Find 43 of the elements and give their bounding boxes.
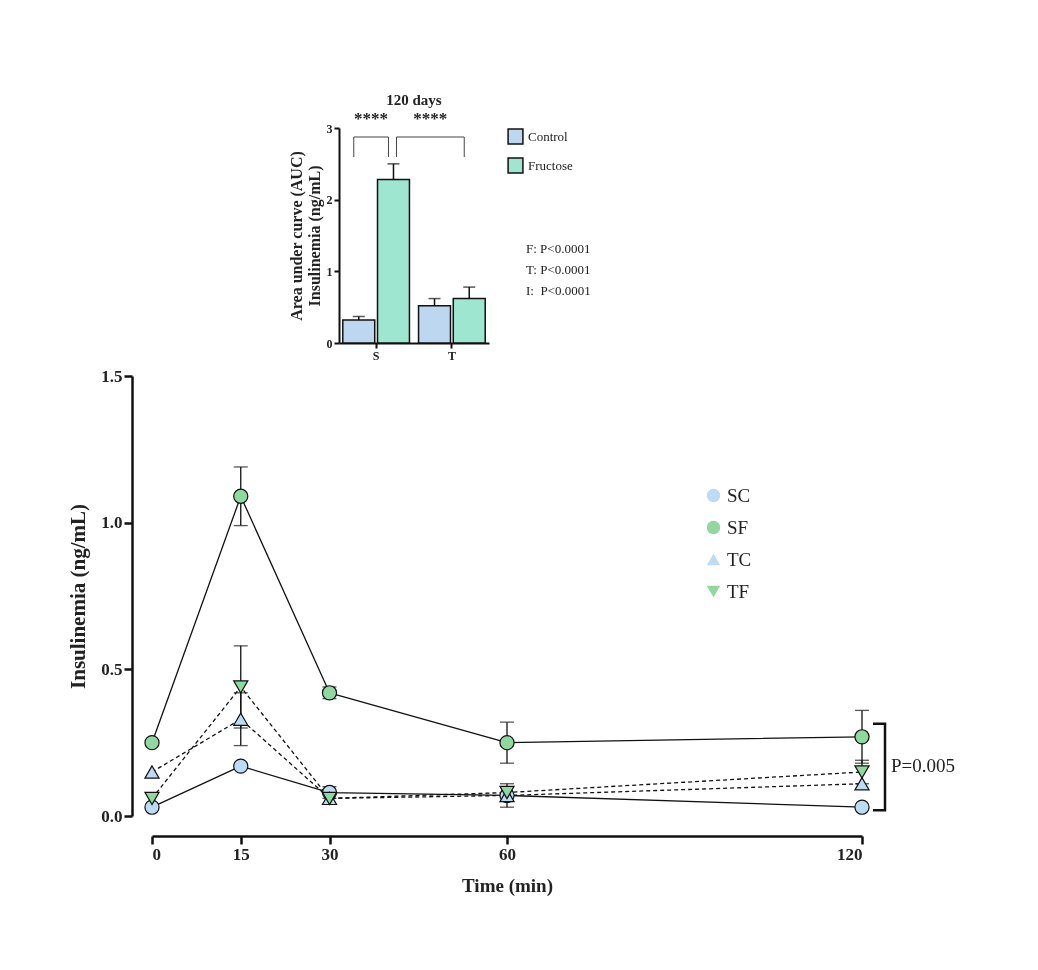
legend-label: Fructose: [528, 157, 573, 173]
y-tick-label: 3: [326, 121, 333, 136]
chart-title: 120 days: [386, 92, 442, 108]
y-axis-title: Insulinemia (ng/mL): [66, 504, 91, 689]
text: P=0.005: [891, 755, 956, 777]
text: ****: [354, 109, 389, 129]
point: [233, 488, 249, 504]
x-tick-label: 15: [232, 844, 250, 864]
text: F: P<0.0001: [526, 241, 591, 258]
y-tick-label: 2: [326, 193, 333, 208]
legend-label: TF: [727, 580, 750, 602]
point: [233, 758, 249, 774]
text: ****: [413, 109, 448, 129]
point: [854, 799, 870, 815]
legend-label: TC: [727, 548, 752, 570]
y-tick-label: 0.0: [101, 806, 123, 826]
y-tick-label: 1.0: [101, 513, 123, 533]
legend-label: SC: [727, 484, 751, 506]
legend-label: Control: [528, 128, 569, 144]
point: [854, 765, 870, 779]
x-tick-label: 0: [152, 844, 161, 864]
text: T: P<0.0001: [526, 262, 591, 279]
x-tick-label: T: [447, 348, 456, 363]
x-tick-label: S: [372, 348, 380, 363]
text: I: P<0.0001: [526, 283, 591, 300]
x-axis-title: Time (min): [462, 874, 553, 897]
x-tick-label: 120: [837, 844, 863, 864]
point: [144, 735, 160, 751]
point: [499, 735, 515, 751]
point: [854, 777, 870, 791]
point: [144, 765, 160, 779]
y-tick-label: 1.5: [101, 366, 123, 386]
y-tick-label: 0.5: [101, 659, 123, 679]
x-tick-label: 60: [499, 844, 516, 864]
y-tick-label: 0: [326, 336, 333, 351]
y-axis-title: Area under curve (AUC) Insulinemia (ng/mL): [287, 151, 324, 321]
legend-label: SF: [727, 516, 749, 538]
point: [854, 729, 870, 745]
point: [233, 712, 249, 726]
point: [233, 680, 249, 694]
point: [144, 791, 160, 806]
y-tick-label: 1: [326, 264, 333, 279]
x-tick-label: 30: [321, 844, 339, 864]
